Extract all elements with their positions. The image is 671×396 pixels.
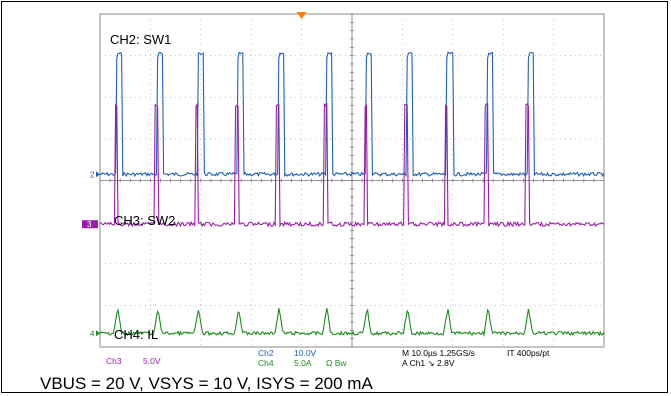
bandwidth-readout: Ω Bw [326, 358, 347, 368]
channel-marker-2: 2 [90, 170, 95, 179]
ch2-readout-scale: 10.0V [294, 348, 317, 358]
record-readout: IT 400ps/pt [507, 348, 550, 358]
traces [99, 51, 605, 338]
trigger-readout: A Ch1 ↘ 2.8V [402, 358, 455, 368]
channel-markers: 2 3 4 [82, 170, 100, 338]
channel-label-ch3: CH3: SW2 [114, 213, 175, 228]
ch4-readout-label: Ch4 [258, 358, 274, 368]
trace-line-2 [99, 51, 605, 178]
ch4-readout-scale: 5.0A [294, 358, 312, 368]
channel-marker-4: 4 [90, 329, 95, 338]
trace-2 [99, 51, 605, 178]
ch3-readout-scale: 5.0V [143, 356, 161, 366]
trace-line-3 [99, 102, 605, 228]
graticule [99, 12, 605, 348]
trigger-position-marker [296, 12, 307, 19]
channel-label-ch2: CH2: SW1 [110, 32, 171, 47]
channel-marker-arrow-4 [96, 330, 100, 337]
trace-3 [99, 102, 605, 228]
ch2-readout-label: Ch2 [258, 348, 274, 358]
figure-caption: VBUS = 20 V, VSYS = 10 V, ISYS = 200 mA [40, 374, 373, 393]
channel-label-ch4: CH4: IL [114, 327, 158, 342]
channel-marker-3-label: 3 [87, 220, 92, 229]
scope-readouts: Ch3 5.0V Ch2 10.0V Ch4 5.0A Ω Bw M 10.0µ… [106, 348, 550, 368]
channel-marker-3 [82, 220, 98, 229]
channel-marker-arrow-2 [96, 171, 100, 178]
timebase-readout: M 10.0µs 1.25GS/s [402, 348, 475, 358]
trace-line-4 [99, 307, 605, 338]
ch3-readout-label: Ch3 [106, 356, 122, 366]
trace-4 [99, 307, 605, 338]
